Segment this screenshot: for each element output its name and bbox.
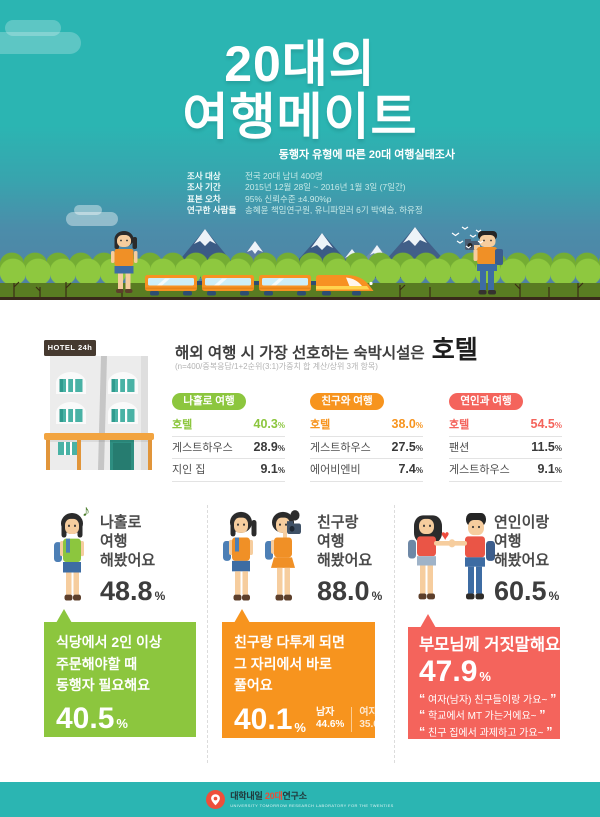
table-row: 에어비엔비 7.4% <box>310 459 423 482</box>
couple-callout-box: 부모님께 거짓말해요 47.9% “ 여자(남자) 친구들이랑 가요~ ” “ … <box>408 614 560 741</box>
table-row: 호텔 40.3% <box>172 414 285 437</box>
friends-callout-value: 40.1% 남자 44.6% 여자 35.6% <box>234 702 388 736</box>
female-breakdown: 여자 35.6% <box>351 706 388 732</box>
soil-line <box>0 297 600 300</box>
solo-callout-value: 40.5% <box>56 701 128 735</box>
survey-row: 조사 대상 전국 20대 남녀 400명 <box>187 171 490 182</box>
table-row: 호텔 54.5% <box>449 414 562 437</box>
table-row: 팬션 11.5% <box>449 437 562 459</box>
poster-title-line1: 20대의 <box>224 36 376 92</box>
solo-callout-box: 식당에서 2인 이상 주문해야할 때 동행자 필요해요 40.5% <box>44 609 196 737</box>
cloud-icon <box>66 205 118 226</box>
table-couple-travel: 호텔 54.5% 팬션 11.5% 게스트하우스 9.1% <box>449 414 562 482</box>
solo-experience-value: 48.8% <box>100 576 166 606</box>
survey-label: 표본 오차 <box>187 193 221 204</box>
friends-travelers-illustration <box>223 510 301 601</box>
table-solo-travel: 호텔 40.3% 게스트하우스 28.9% 지인 집 9.1% <box>172 414 285 482</box>
couple-experience-title: 연인이랑 여행 해봤어요 <box>494 514 550 569</box>
survey-value: 전국 20대 남녀 400명 <box>245 171 323 181</box>
male-breakdown: 남자 44.6% <box>315 706 345 731</box>
poster-title: 20대의 여행메이트 <box>0 38 600 144</box>
cloud-icon <box>0 20 81 54</box>
heart-icon: ♥ <box>441 527 450 543</box>
lab-logo-icon <box>206 790 226 809</box>
scene-foreground <box>13 226 584 299</box>
poster-title-line2: 여행메이트 <box>182 89 418 145</box>
couple-quotes: “ 여자(남자) 친구들이랑 가요~ ” “ 학교에서 MT 가는거에요~ ” … <box>419 692 557 741</box>
friends-callout-box: 친구랑 다투게 되면 그 자리에서 바로 풀어요 40.1% 남자 44.6% … <box>222 609 388 738</box>
survey-info: 조사 대상 전국 20대 남녀 400명 조사 기간 2015년 12월 28일… <box>187 171 490 216</box>
solo-traveler-illustration <box>54 513 84 601</box>
couple-experience-value: 60.5% <box>494 576 560 606</box>
pill-solo-travel: 나홀로 여행 <box>172 393 246 410</box>
poster-subtitle: 동행자 유형에 따른 20대 여행실태조사 <box>278 149 455 161</box>
table-row: 호텔 38.0% <box>310 414 423 437</box>
survey-value: 2015년 12월 28일 ~ 2016년 1월 3일 (7일간) <box>245 182 406 193</box>
table-row: 게스트하우스 27.5% <box>310 437 423 459</box>
quote-item: “ 학교에서 MT 가는거에요~ ” <box>419 708 546 723</box>
table-row: 게스트하우스 28.9% <box>172 437 285 459</box>
hotel-illustration <box>44 340 154 470</box>
table-row: 게스트하우스 9.1% <box>449 459 562 482</box>
heading-prefix: 해외 여행 시 가장 선호하는 숙박시설은 <box>175 345 425 362</box>
birds-icons <box>451 226 484 249</box>
friends-experience-title: 친구랑 여행 해봤어요 <box>317 514 373 569</box>
survey-label: 연구한 사람들 <box>187 204 237 215</box>
solo-experience-title: 나홀로 여행 해봤어요 <box>100 514 156 569</box>
friends-experience-value: 88.0% <box>317 576 383 606</box>
table-friend-travel: 호텔 38.0% 게스트하우스 27.5% 에어비엔비 7.4% <box>310 414 423 482</box>
survey-row: 표본 오차 95% 신뢰수준 ±4.90%p <box>187 194 490 205</box>
cameraman-boy-illustration <box>465 231 503 295</box>
accommodation-note: (n=400/중복응답/1+2순위(3:1)가중치 합 계산/상위 3개 항목) <box>175 362 378 371</box>
hotel-windows <box>56 372 138 424</box>
quote-item: “ 여자(남자) 친구들이랑 가요~ ” <box>419 692 557 706</box>
dashed-divider <box>394 505 395 763</box>
accommodation-heading: 해외 여행 시 가장 선호하는 숙박시설은 호텔 <box>175 330 478 366</box>
couple-callout-value: 47.9% <box>419 655 491 688</box>
pill-couple-travel: 연인과 여행 <box>449 393 523 410</box>
survey-value: 송혜윤 책임연구원, 유니파일러 6기 박예슬, 하유정 <box>245 204 423 215</box>
survey-label: 조사 대상 <box>187 171 221 181</box>
survey-row: 연구한 사람들 송혜윤 책임연구원, 유니파일러 6기 박예슬, 하유정 <box>187 205 490 216</box>
heading-highlight: 호텔 <box>431 336 478 364</box>
hiker-girl-illustration <box>111 231 138 293</box>
survey-value: 95% 신뢰수준 ±4.90%p <box>245 193 332 204</box>
footer-brand: 대학내일 20대연구소 UNIVERSITY TOMORROW RESEARCH… <box>230 790 394 808</box>
gender-breakdown: 남자 44.6% 여자 35.6% <box>315 706 388 735</box>
pill-friend-travel: 친구와 여행 <box>310 393 384 410</box>
footer-bar: 대학내일 20대연구소 UNIVERSITY TOMORROW RESEARCH… <box>0 782 600 817</box>
couple-travelers-illustration <box>408 513 495 600</box>
hotel-sign: HOTEL 24h <box>47 343 93 352</box>
quote-item: “ 친구 집에서 과제하고 가요~ ” <box>419 724 553 739</box>
survey-label: 조사 기간 <box>187 182 221 193</box>
train-illustration <box>145 275 374 296</box>
hero-header: 20대의 여행메이트 동행자 유형에 따른 20대 여행실태조사 조사 대상 전… <box>0 0 600 300</box>
music-note-icon: ♪ <box>82 503 90 520</box>
table-row: 지인 집 9.1% <box>172 459 285 482</box>
dashed-divider <box>207 505 208 763</box>
footer-tagline: UNIVERSITY TOMORROW RESEARCH LABORATORY … <box>230 802 394 808</box>
survey-row: 조사 기간 2015년 12월 28일 ~ 2016년 1월 3일 (7일간) <box>187 182 490 193</box>
